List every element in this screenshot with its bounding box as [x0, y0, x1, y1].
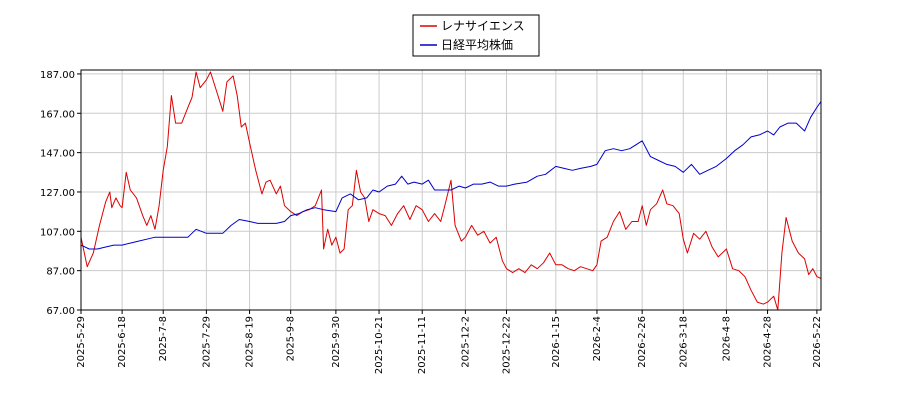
x-tick-label: 2026-1-15 [551, 316, 562, 368]
plot-frame [80, 69, 822, 311]
x-tick-label: 2026-4-8 [721, 316, 732, 361]
x-tick-label: 2025-7-8 [158, 316, 169, 361]
x-tick-label: 2026-5-22 [812, 316, 823, 368]
y-tick-label: 87.00 [46, 267, 75, 278]
legend-label-nikkei: 日経平均株価 [441, 37, 513, 52]
y-axis: 187.00 167.00 147.00 127.00 107.00 87.00 67.00 [40, 70, 81, 317]
x-tick-label: 2025-11-11 [417, 316, 428, 374]
y-tick-label: 107.00 [40, 227, 75, 238]
x-tick-label: 2025-12-2 [460, 316, 471, 368]
x-tick-label: 2025-6-18 [117, 316, 128, 368]
x-tick-label: 2025-12-22 [502, 316, 513, 374]
y-tick-label: 67.00 [46, 306, 75, 317]
x-axis: 2025-5-29 2025-6-18 2025-7-8 2025-7-29 2025-… [76, 310, 823, 374]
y-tick-label: 147.00 [40, 149, 75, 160]
series-line-nikkei [80, 101, 822, 250]
x-tick-label: 2025-5-29 [76, 316, 87, 368]
x-tick-label: 2025-10-21 [374, 316, 385, 374]
x-tick-label: 2026-2-26 [637, 316, 648, 368]
x-tick-label: 2025-7-29 [201, 316, 212, 368]
series-line-lena [80, 71, 822, 311]
grid [80, 70, 821, 311]
y-tick-label: 127.00 [40, 188, 75, 199]
x-tick-label: 2025-9-8 [286, 316, 297, 361]
x-tick-label: 2026-2-4 [592, 316, 603, 361]
x-tick-label: 2026-3-18 [678, 316, 689, 368]
legend-box [412, 14, 540, 57]
series-layer [80, 71, 822, 311]
x-tick-label: 2025-9-30 [331, 316, 342, 368]
y-tick-label: 167.00 [40, 109, 75, 120]
y-tick-label: 187.00 [40, 70, 75, 81]
legend: レナサイエンス 日経平均株価 [412, 14, 540, 57]
x-tick-label: 2025-8-19 [245, 316, 256, 368]
legend-label-lena: レナサイエンス [441, 19, 525, 33]
x-tick-label: 2026-4-28 [763, 316, 774, 368]
